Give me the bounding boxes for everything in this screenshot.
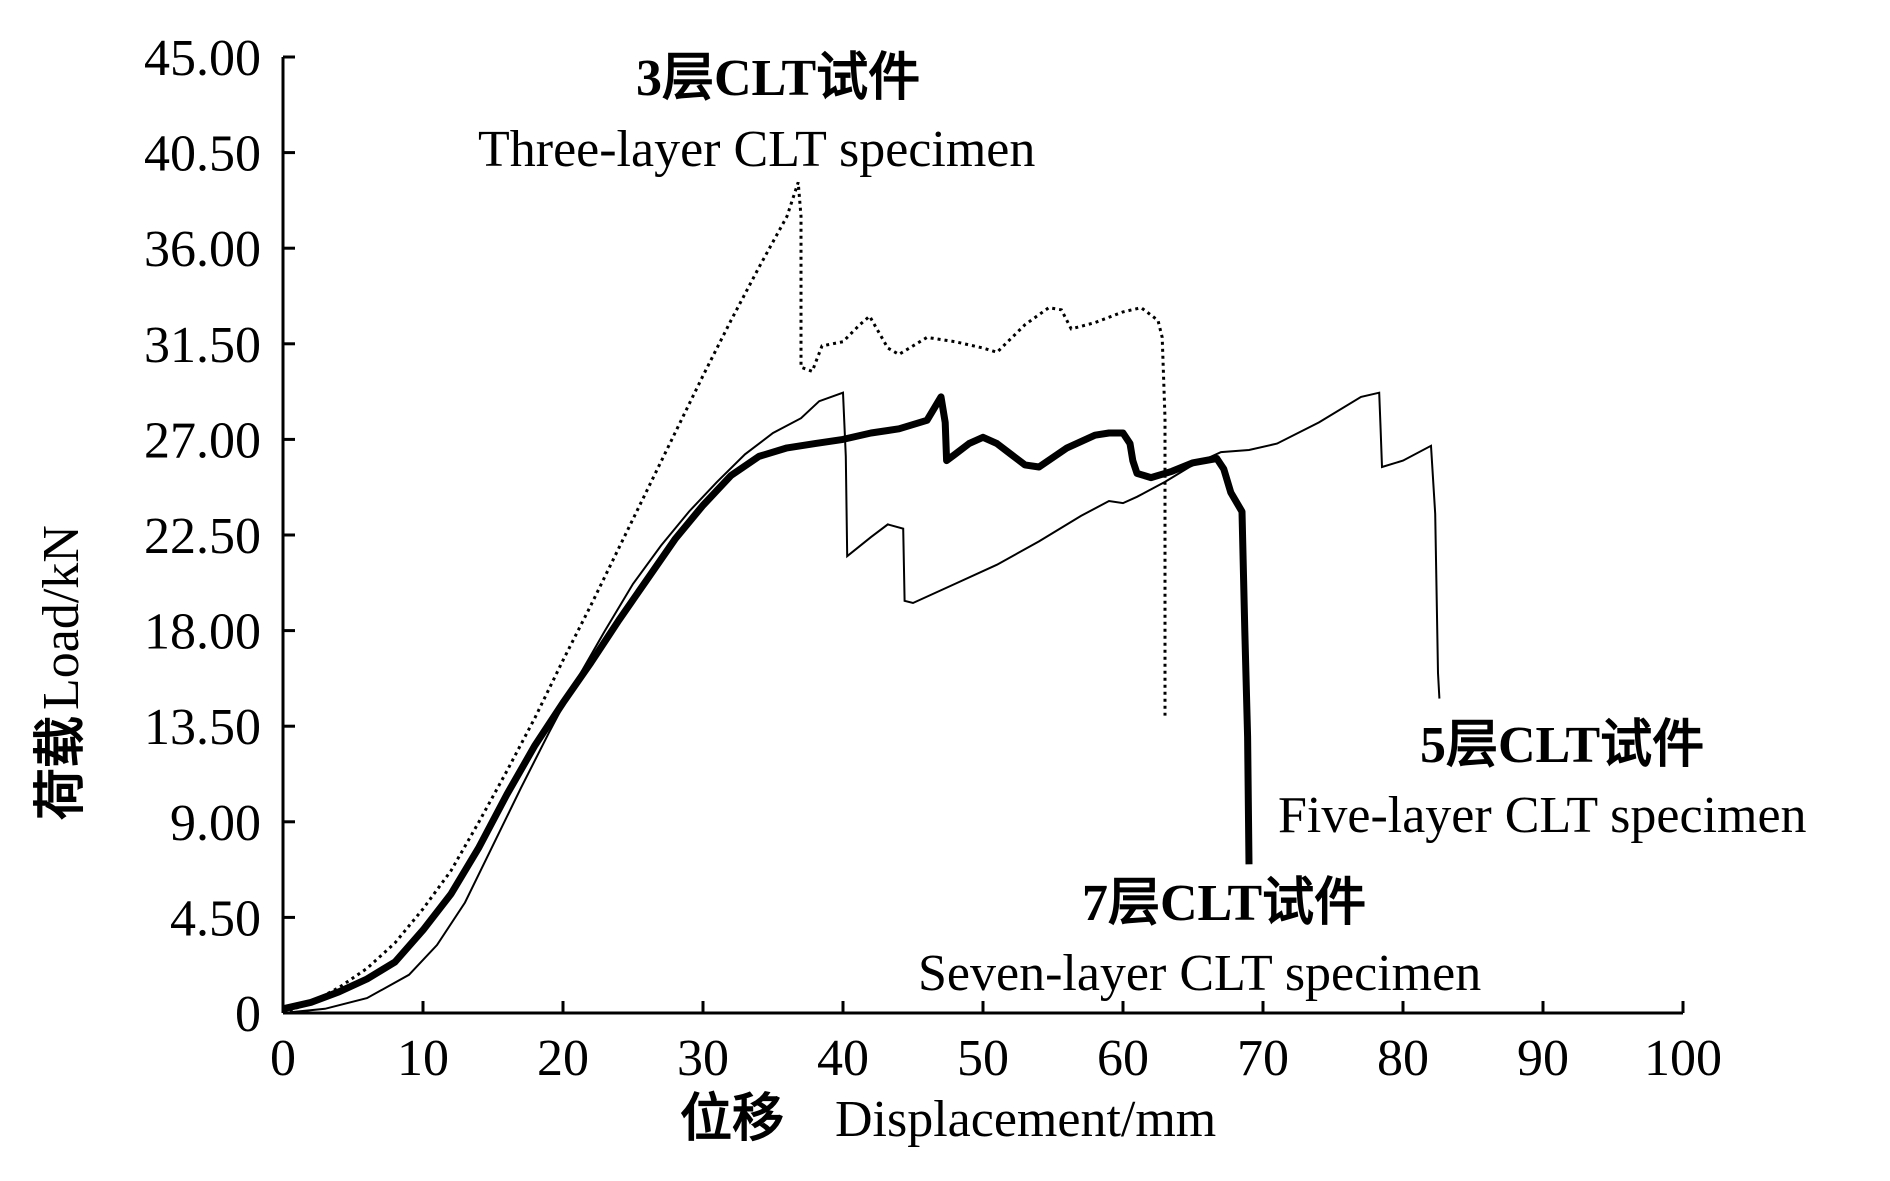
x-tick-label: 10	[397, 1030, 449, 1087]
annotation-seven-layer-cn: 7层CLT试件	[1082, 874, 1366, 932]
x-axis-title-en: Displacement/mm	[835, 1091, 1216, 1148]
y-axis-title-cn: 荷载	[31, 716, 91, 820]
x-tick-label: 60	[1097, 1030, 1149, 1087]
y-tick-label: 4.50	[170, 890, 261, 947]
y-tick-label: 9.00	[170, 795, 261, 852]
x-axis-title-cn: 位移	[680, 1089, 784, 1149]
y-tick-label: 0	[235, 986, 261, 1043]
y-axis-title-en: Load/kN	[33, 525, 90, 710]
y-tick-label: 27.00	[144, 412, 261, 469]
x-tick-label: 30	[677, 1030, 729, 1087]
annotation-three-layer-cn: 3层CLT试件	[636, 49, 920, 107]
series-line-3	[282, 393, 1253, 1013]
x-tick-label: 40	[817, 1030, 869, 1087]
x-tick-label: 0	[270, 1030, 296, 1087]
x-tick-label: 80	[1377, 1030, 1429, 1087]
x-tick-label: 20	[537, 1030, 589, 1087]
y-axis-title: 荷载 Load/kN	[31, 525, 91, 820]
annotation-three-layer-en: Three-layer CLT specimen	[478, 121, 1035, 178]
axes-group: 0 10 20 30 40 50 60 70 80 90 100 0 4.50 9.00 13.50 18.0…	[144, 30, 1722, 1087]
y-tick-label: 36.00	[144, 221, 261, 278]
series-line-1	[282, 181, 1167, 1015]
y-tick-label: 31.50	[144, 317, 261, 374]
y-tick-label: 13.50	[144, 699, 261, 756]
annotation-five-layer-en: Five-layer CLT specimen	[1278, 787, 1807, 844]
labels-group: 荷载 Load/kN 位移 Displacement/mm 3层CLT试件 Th…	[31, 49, 1807, 1149]
series-line-2	[282, 391, 1441, 1014]
x-tick-label: 70	[1237, 1030, 1289, 1087]
x-tick-label: 50	[957, 1030, 1009, 1087]
annotation-five-layer-cn: 5层CLT试件	[1420, 716, 1704, 774]
y-tick-label: 45.00	[144, 30, 261, 87]
y-tick-label: 18.00	[144, 604, 261, 661]
annotation-seven-layer-en: Seven-layer CLT specimen	[918, 945, 1481, 1002]
y-tick-label: 22.50	[144, 508, 261, 565]
x-tick-label: 100	[1644, 1030, 1722, 1087]
y-tick-label: 40.50	[144, 126, 261, 183]
series-group	[282, 181, 1441, 1015]
x-tick-label: 90	[1517, 1030, 1569, 1087]
